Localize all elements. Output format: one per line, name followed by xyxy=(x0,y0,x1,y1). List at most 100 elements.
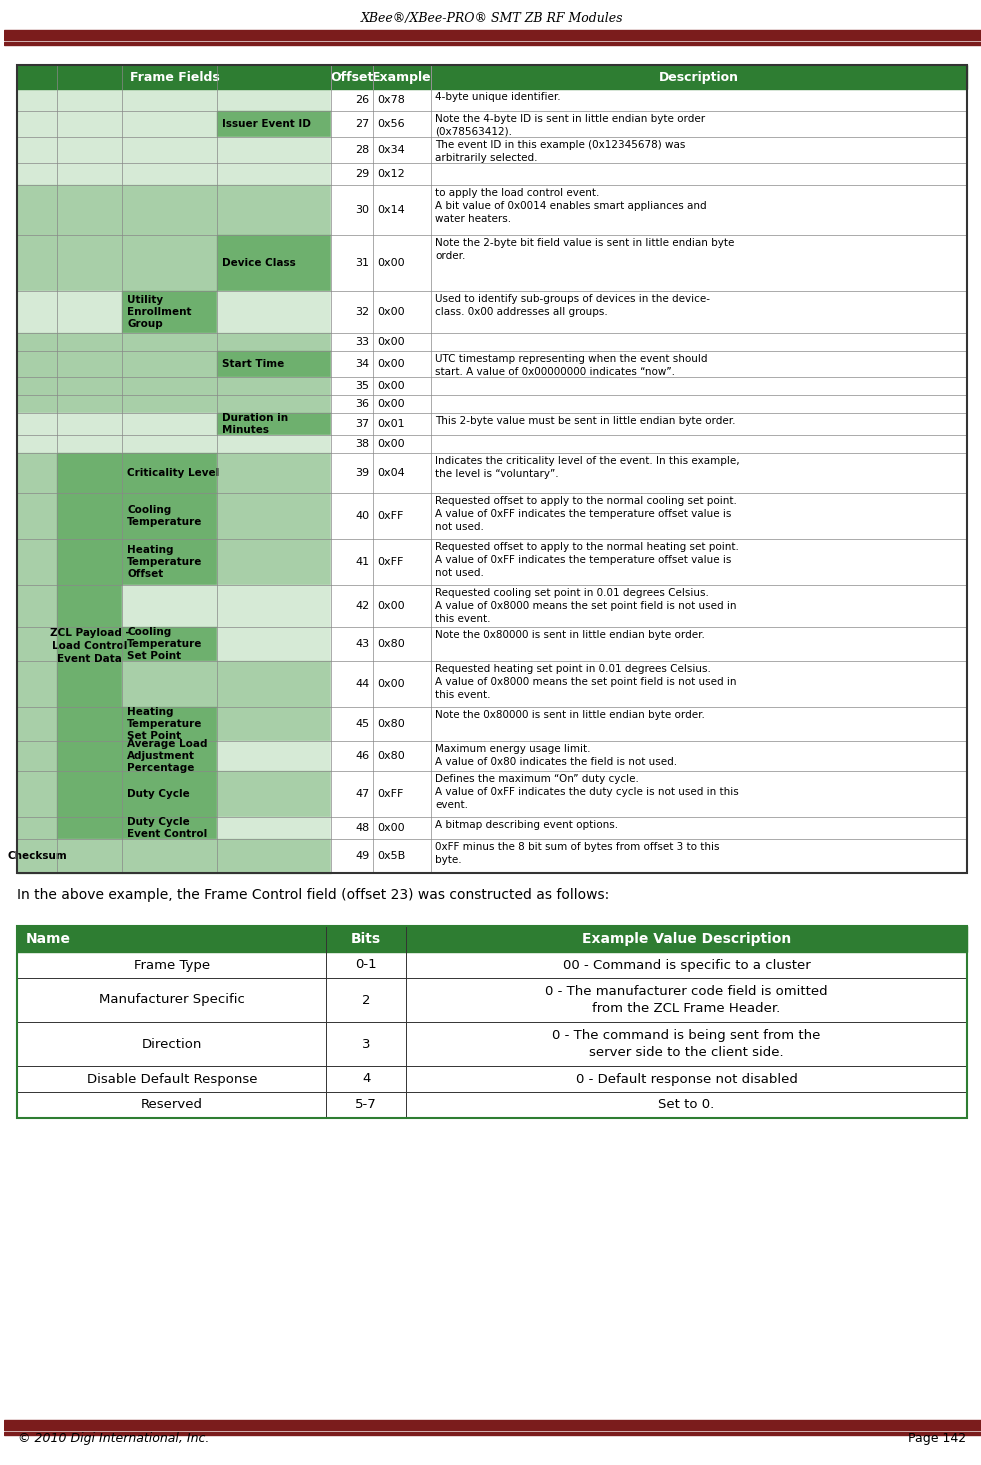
Bar xyxy=(332,138,373,163)
Text: 32: 32 xyxy=(355,308,369,316)
Text: Duty Cycle
Event Control: Duty Cycle Event Control xyxy=(128,817,207,839)
Text: Indicates the criticality level of the event. In this example,
the level is “vol: Indicates the criticality level of the e… xyxy=(435,456,740,479)
Bar xyxy=(332,771,373,817)
Text: 0x00: 0x00 xyxy=(377,601,405,611)
Bar xyxy=(122,771,217,817)
Bar xyxy=(122,185,217,234)
Text: Frame Type: Frame Type xyxy=(133,958,210,971)
Bar xyxy=(431,741,967,771)
Bar xyxy=(18,839,57,873)
Text: 39: 39 xyxy=(355,467,369,478)
Text: 43: 43 xyxy=(355,639,369,649)
Text: Heating
Temperature
Set Point: Heating Temperature Set Point xyxy=(128,706,202,741)
Bar xyxy=(217,396,332,413)
Text: 2: 2 xyxy=(362,993,371,1006)
Bar xyxy=(373,352,431,377)
Text: 40: 40 xyxy=(355,511,369,522)
Text: Criticality Level: Criticality Level xyxy=(128,467,220,478)
Bar xyxy=(18,292,57,333)
Text: 0x80: 0x80 xyxy=(377,639,405,649)
Text: Set to 0.: Set to 0. xyxy=(658,1099,715,1112)
Bar xyxy=(57,89,122,185)
Text: Direction: Direction xyxy=(141,1037,202,1050)
Text: 0x80: 0x80 xyxy=(377,719,405,730)
Bar xyxy=(373,234,431,292)
Bar xyxy=(431,661,967,708)
Text: 0x00: 0x00 xyxy=(377,308,405,316)
Text: Duty Cycle: Duty Cycle xyxy=(128,790,190,798)
Text: Note the 0x80000 is sent in little endian byte order.: Note the 0x80000 is sent in little endia… xyxy=(435,630,704,640)
Bar xyxy=(431,771,967,817)
Bar xyxy=(217,585,332,627)
Text: 0x12: 0x12 xyxy=(377,168,405,179)
Text: 41: 41 xyxy=(355,557,369,567)
Bar xyxy=(373,817,431,839)
Text: Page 142: Page 142 xyxy=(908,1431,966,1444)
Bar xyxy=(217,817,332,839)
Text: Requested offset to apply to the normal heating set point.
A value of 0xFF indic: Requested offset to apply to the normal … xyxy=(435,542,739,577)
Text: Example: Example xyxy=(372,70,432,84)
Bar xyxy=(122,333,217,352)
Text: 47: 47 xyxy=(355,790,369,798)
Text: 44: 44 xyxy=(355,678,369,689)
Text: Used to identify sub-groups of devices in the device-
class. 0x00 addresses all : Used to identify sub-groups of devices i… xyxy=(435,294,710,316)
Text: 0x78: 0x78 xyxy=(377,95,405,105)
Text: 35: 35 xyxy=(355,381,369,391)
Text: to apply the load control event.
A bit value of 0x0014 enables smart appliances : to apply the load control event. A bit v… xyxy=(435,188,706,224)
Text: 0x00: 0x00 xyxy=(377,258,405,268)
Bar xyxy=(18,926,967,952)
Text: 0x5B: 0x5B xyxy=(377,851,405,861)
Bar xyxy=(332,585,373,627)
Text: 49: 49 xyxy=(355,851,369,861)
Bar xyxy=(332,185,373,234)
Text: Maximum energy usage limit.
A value of 0x80 indicates the field is not used.: Maximum energy usage limit. A value of 0… xyxy=(435,744,677,766)
Text: Example Value Description: Example Value Description xyxy=(582,932,792,946)
Bar xyxy=(373,627,431,661)
Bar xyxy=(57,292,122,333)
Bar xyxy=(332,333,373,352)
Bar xyxy=(18,89,57,185)
Text: Manufacturer Specific: Manufacturer Specific xyxy=(99,993,245,1006)
Bar xyxy=(373,839,431,873)
Bar xyxy=(332,453,373,494)
Bar xyxy=(122,494,217,539)
Bar xyxy=(122,817,217,839)
Bar xyxy=(373,163,431,185)
Bar xyxy=(431,585,967,627)
Bar xyxy=(431,435,967,453)
Bar xyxy=(332,111,373,138)
Text: 37: 37 xyxy=(355,419,369,429)
Bar xyxy=(122,163,217,185)
Bar xyxy=(122,661,217,708)
Bar xyxy=(431,708,967,741)
Bar xyxy=(217,435,332,453)
Bar xyxy=(332,661,373,708)
Bar xyxy=(217,661,332,708)
Bar xyxy=(122,585,217,627)
Bar xyxy=(57,839,122,873)
Bar xyxy=(431,453,967,494)
Bar xyxy=(373,111,431,138)
Bar xyxy=(217,89,332,111)
Text: 0x56: 0x56 xyxy=(377,119,405,129)
Bar xyxy=(18,64,967,89)
Bar xyxy=(431,817,967,839)
Text: Name: Name xyxy=(26,932,71,946)
Bar xyxy=(332,817,373,839)
Text: Requested offset to apply to the normal cooling set point.
A value of 0xFF indic: Requested offset to apply to the normal … xyxy=(435,497,737,532)
Bar xyxy=(122,708,217,741)
Text: Defines the maximum “On” duty cycle.
A value of 0xFF indicates the duty cycle is: Defines the maximum “On” duty cycle. A v… xyxy=(435,774,739,810)
Bar xyxy=(431,494,967,539)
Bar xyxy=(431,413,967,435)
Text: 0x00: 0x00 xyxy=(377,337,405,347)
Text: 29: 29 xyxy=(355,168,369,179)
Text: Average Load
Adjustment
Percentage: Average Load Adjustment Percentage xyxy=(128,738,208,774)
Text: 46: 46 xyxy=(355,752,369,760)
Bar xyxy=(18,413,57,453)
Text: 0x00: 0x00 xyxy=(377,381,405,391)
Text: 36: 36 xyxy=(355,398,369,409)
Bar xyxy=(122,839,217,873)
Bar xyxy=(373,585,431,627)
Text: Reserved: Reserved xyxy=(141,1099,203,1112)
Text: Cooling
Temperature
Set Point: Cooling Temperature Set Point xyxy=(128,627,202,661)
